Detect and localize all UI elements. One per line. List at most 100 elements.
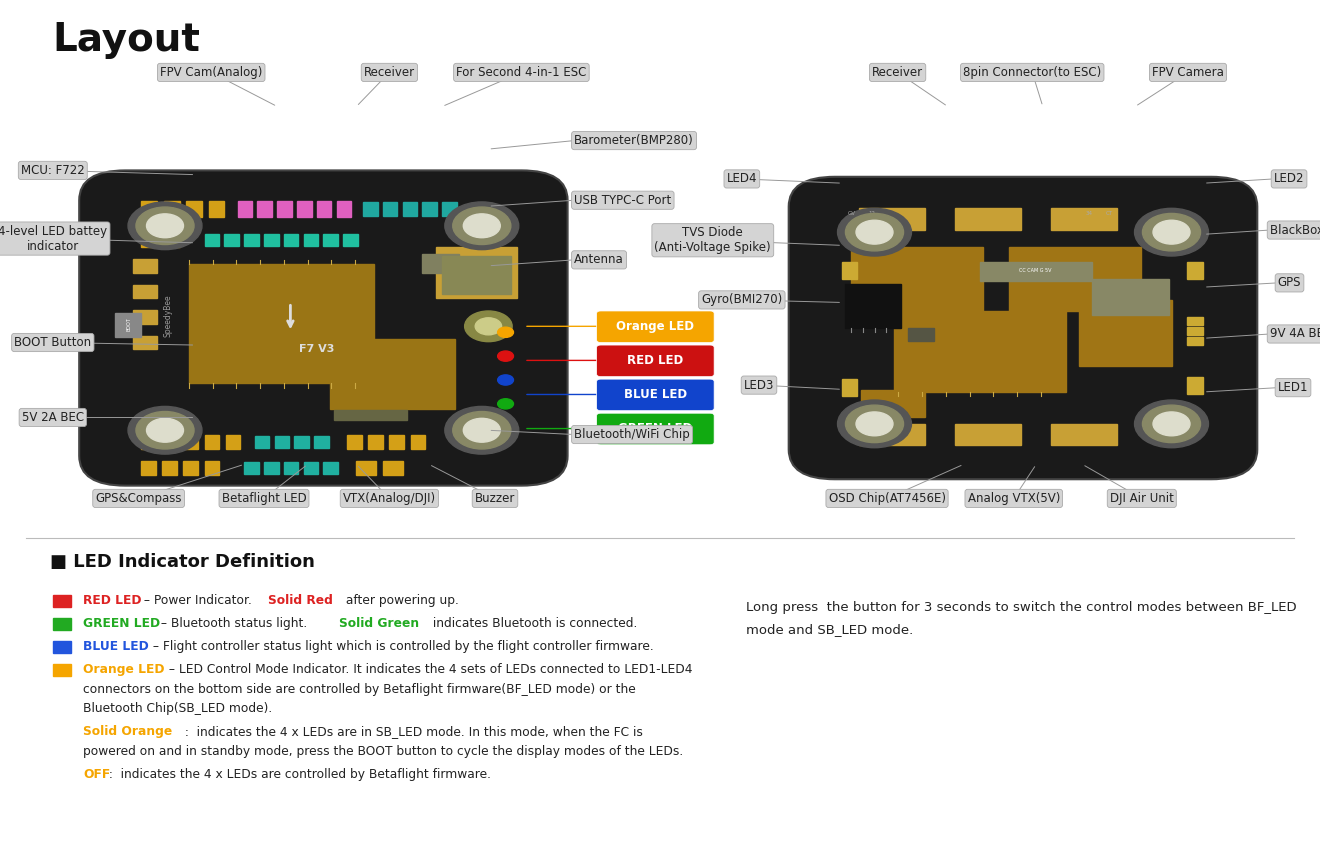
Bar bbox=[895, 311, 1067, 392]
Bar bbox=[275, 436, 289, 448]
FancyBboxPatch shape bbox=[597, 379, 714, 411]
Bar bbox=[264, 234, 279, 246]
Text: BOOT: BOOT bbox=[127, 318, 132, 331]
Bar bbox=[1052, 423, 1117, 445]
Bar bbox=[956, 423, 1022, 445]
Bar bbox=[862, 389, 924, 417]
FancyBboxPatch shape bbox=[597, 311, 714, 343]
Text: For Second 4-in-1 ESC: For Second 4-in-1 ESC bbox=[457, 66, 586, 79]
Circle shape bbox=[136, 412, 194, 449]
Bar bbox=[908, 328, 935, 341]
Circle shape bbox=[128, 202, 202, 250]
Bar bbox=[1080, 300, 1172, 366]
Bar bbox=[323, 234, 338, 246]
Text: BlackBox Flash: BlackBox Flash bbox=[1270, 223, 1320, 237]
Bar bbox=[133, 259, 157, 273]
Bar bbox=[383, 202, 397, 216]
Bar bbox=[162, 435, 177, 449]
Bar bbox=[1010, 247, 1140, 311]
Circle shape bbox=[453, 207, 511, 245]
Circle shape bbox=[498, 399, 513, 409]
Bar bbox=[842, 262, 858, 279]
Bar bbox=[53, 641, 71, 653]
Text: GPS&Compass: GPS&Compass bbox=[95, 492, 182, 505]
Text: ■ LED Indicator Definition: ■ LED Indicator Definition bbox=[50, 553, 315, 572]
Bar bbox=[133, 310, 157, 324]
Text: indicates Bluetooth is connected.: indicates Bluetooth is connected. bbox=[429, 617, 638, 630]
Text: CC CAM G 5V: CC CAM G 5V bbox=[1019, 268, 1052, 273]
Text: Betaflight LED: Betaflight LED bbox=[222, 492, 306, 505]
Circle shape bbox=[855, 412, 894, 435]
Circle shape bbox=[1143, 405, 1201, 442]
Bar bbox=[314, 436, 329, 448]
Bar bbox=[356, 461, 376, 475]
Circle shape bbox=[147, 214, 183, 238]
Text: FPV Camera: FPV Camera bbox=[1152, 66, 1224, 79]
Bar bbox=[244, 234, 259, 246]
Bar bbox=[205, 461, 219, 475]
Bar bbox=[205, 435, 219, 449]
Text: RED LED: RED LED bbox=[83, 594, 141, 607]
Bar bbox=[343, 234, 358, 246]
Text: Solid Red: Solid Red bbox=[268, 594, 333, 607]
Text: :  indicates the 4 x LEDs are controlled by Betaflight firmware.: : indicates the 4 x LEDs are controlled … bbox=[106, 768, 491, 781]
Circle shape bbox=[463, 418, 500, 442]
Bar bbox=[422, 254, 459, 273]
Circle shape bbox=[498, 351, 513, 361]
Bar bbox=[1188, 337, 1203, 345]
Text: GPS: GPS bbox=[1278, 276, 1302, 290]
Circle shape bbox=[1154, 412, 1191, 435]
Bar bbox=[363, 202, 378, 216]
Text: Barometer(BMP280): Barometer(BMP280) bbox=[574, 134, 694, 147]
Text: 34: 34 bbox=[1085, 211, 1093, 216]
Bar bbox=[53, 618, 71, 630]
Circle shape bbox=[136, 207, 194, 245]
Bar bbox=[238, 201, 252, 217]
Text: Receiver: Receiver bbox=[364, 66, 414, 79]
Text: 4-level LED battey
indicator: 4-level LED battey indicator bbox=[0, 225, 107, 252]
Bar bbox=[368, 435, 383, 449]
Bar bbox=[347, 435, 362, 449]
Text: CT: CT bbox=[1106, 211, 1113, 216]
Bar bbox=[294, 436, 309, 448]
Text: FPV Cam(Analog): FPV Cam(Analog) bbox=[160, 66, 263, 79]
Bar bbox=[264, 462, 279, 474]
Bar bbox=[1188, 327, 1203, 335]
Bar bbox=[162, 461, 177, 475]
Bar bbox=[851, 247, 982, 311]
Bar bbox=[304, 234, 318, 246]
Text: OSD Chip(AT7456E): OSD Chip(AT7456E) bbox=[829, 492, 945, 505]
Bar bbox=[411, 435, 425, 449]
Bar bbox=[334, 410, 407, 420]
Bar bbox=[255, 436, 269, 448]
Circle shape bbox=[147, 418, 183, 442]
Text: USB TYPC-C Port: USB TYPC-C Port bbox=[574, 193, 672, 207]
Bar bbox=[1188, 262, 1203, 279]
Bar bbox=[284, 234, 298, 246]
Text: Gyro(BMI270): Gyro(BMI270) bbox=[701, 293, 783, 307]
Bar bbox=[244, 462, 259, 474]
Bar bbox=[205, 234, 219, 246]
Text: Antenna: Antenna bbox=[574, 253, 624, 267]
Circle shape bbox=[475, 318, 502, 335]
Text: Bluetooth Chip(SB_LED mode).: Bluetooth Chip(SB_LED mode). bbox=[83, 702, 272, 716]
Text: F7 V3: F7 V3 bbox=[300, 344, 334, 354]
Circle shape bbox=[445, 202, 519, 250]
Bar bbox=[389, 435, 404, 449]
Bar bbox=[842, 379, 858, 396]
Text: TVS Diode
(Anti-Voltage Spike): TVS Diode (Anti-Voltage Spike) bbox=[655, 227, 771, 254]
Text: after powering up.: after powering up. bbox=[342, 594, 459, 607]
Bar bbox=[133, 285, 157, 298]
Text: DJI Air Unit: DJI Air Unit bbox=[1110, 492, 1173, 505]
Circle shape bbox=[498, 327, 513, 337]
Text: BLUE LED: BLUE LED bbox=[83, 640, 149, 653]
Text: – Power Indicator.: – Power Indicator. bbox=[140, 594, 252, 607]
Bar bbox=[859, 208, 924, 230]
Text: RED LED: RED LED bbox=[627, 354, 684, 367]
Bar bbox=[115, 313, 141, 337]
Text: 12: 12 bbox=[869, 211, 875, 216]
Text: LED4: LED4 bbox=[726, 172, 758, 186]
Circle shape bbox=[465, 311, 512, 342]
Circle shape bbox=[1143, 213, 1201, 250]
Bar bbox=[956, 208, 1022, 230]
